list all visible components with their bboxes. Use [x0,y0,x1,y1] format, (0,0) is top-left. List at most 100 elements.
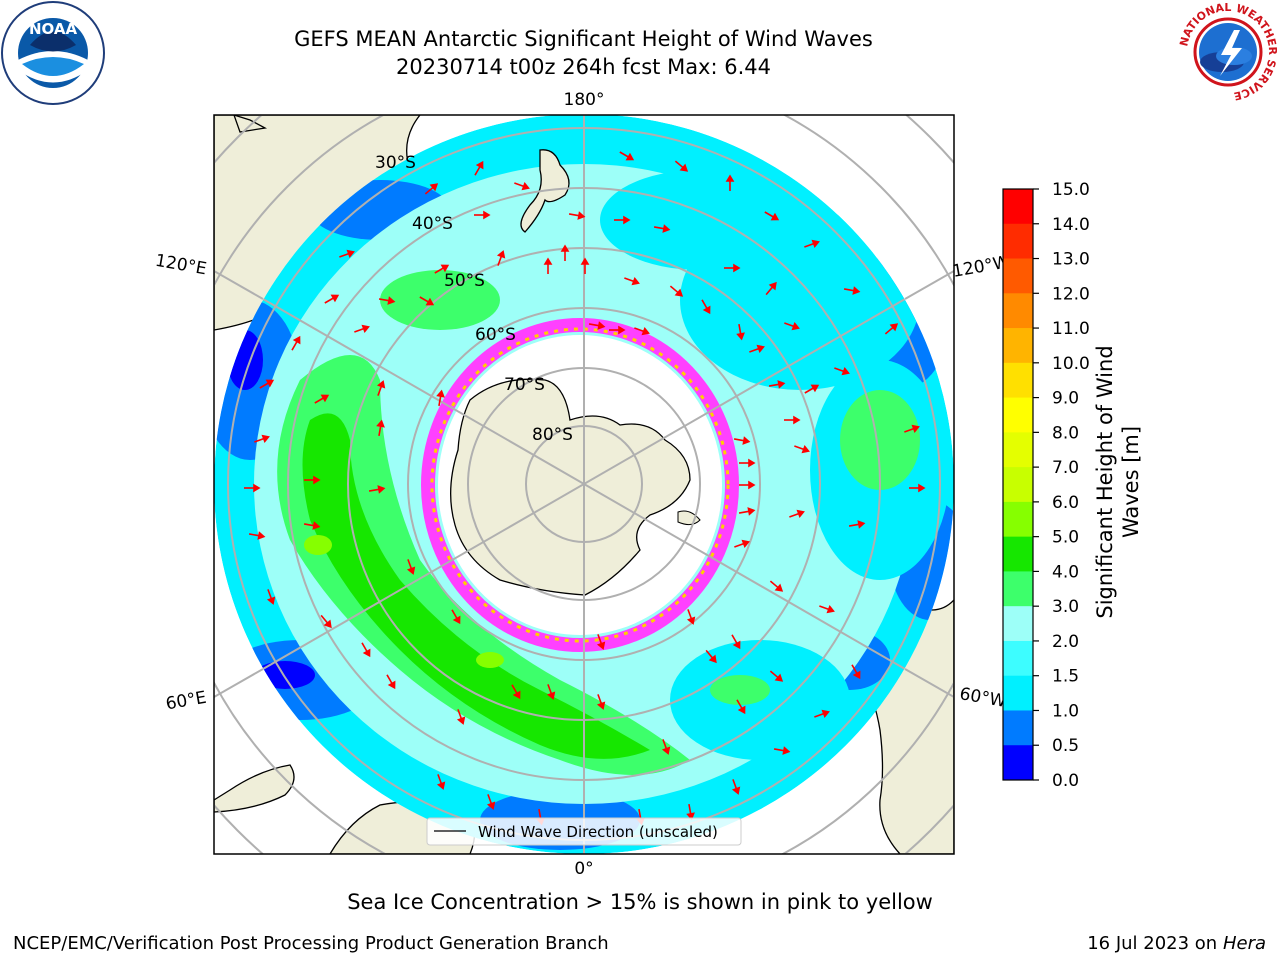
colorbar-block [1003,745,1033,781]
arrow [619,151,635,161]
colorbar-tick-label: 9.0 [1052,389,1079,409]
arrow [733,436,751,445]
arrow [419,296,435,306]
arrow [354,324,370,334]
colorbar-block [1003,293,1033,329]
colorbar-tick-label: 11.0 [1052,319,1090,339]
arrow [259,379,275,389]
arrow [773,746,791,755]
lat-label: 80°S [532,425,573,445]
arrow [804,239,820,249]
arrow [731,634,741,650]
arrow [834,366,850,376]
arrow [739,480,756,490]
arrow [368,485,386,494]
arrow [674,160,689,172]
arrow [843,286,861,295]
arrow [496,250,506,266]
arrow [304,475,321,485]
arrow [546,684,556,700]
arrow [596,694,606,710]
colorbar-tick-label: 3.0 [1052,597,1079,617]
wave-field-high [277,270,920,775]
lat-label: 30°S [375,153,416,173]
colorbar-tick-label: 12.0 [1052,284,1090,304]
antarctica [450,378,691,596]
arrow [568,211,586,220]
arrow [769,670,784,682]
footer-date: 16 Jul 2023 on Hera [1087,933,1266,954]
arrow [486,794,496,810]
arrow [248,531,266,540]
arrow [378,296,396,305]
lat-label: 60°S [475,325,516,345]
arrow [734,539,750,549]
arrow [851,664,861,680]
arrow [736,323,745,341]
colorbar-tick-label: 0.5 [1052,736,1079,756]
arrow [436,774,446,790]
arrow [514,181,530,191]
colorbar-tick-label: 1.5 [1052,667,1079,687]
noaa-logo: NOAA [1,1,105,105]
colorbar-tick-label: 13.0 [1052,250,1090,270]
arrow [303,521,321,530]
arrow [794,444,810,454]
arrow [580,257,590,274]
arrow [424,183,439,195]
arrow [376,419,385,437]
longitude-grid [262,115,906,854]
arrow [291,335,301,351]
arrow [511,684,521,700]
arrow [731,779,741,795]
arrow [653,224,671,233]
arrow [736,699,746,715]
arrow [588,321,606,330]
colorbar-tick-label: 14.0 [1052,215,1090,235]
arrow [560,244,570,261]
arrow [474,160,484,176]
lat-label: 40°S [412,214,453,234]
colorbar-tick-label: 5.0 [1052,528,1079,548]
arrow [320,614,332,629]
colorbar-tick-label: 1.0 [1052,701,1079,721]
wave-field-max [304,535,504,668]
colorbar-tick-label: 2.0 [1052,632,1079,652]
colorbar-label: Significant Height of Wind Waves [m] [1093,345,1143,618]
colorbar-block [1003,328,1033,364]
arrow [339,249,355,259]
lat-label: 50°S [444,271,485,291]
legend-label: Wind Wave Direction (unscaled) [478,823,718,841]
lon-label-top: 180° [564,90,605,110]
arrow [724,263,741,273]
colorbar-block [1003,362,1033,399]
colorbar-label-line1: Significant Height of Wind [1093,345,1117,618]
footer-organization: NCEP/EMC/Verification Post Processing Pr… [13,933,609,954]
arrow [725,174,735,191]
colorbar: 15.0 14.0 13.0 12.0 11.0 10.0 9.0 8.0 7.0 6.0 5.0 4… [1002,180,1143,791]
arrow [609,325,626,335]
chart-subtitle: 20230714 t00z 264h fcst Max: 6.44 [396,55,771,79]
arrow [739,458,756,468]
arrow [386,674,396,690]
arrow [784,415,801,425]
colorbar-tick-label: 4.0 [1052,562,1079,582]
noaa-logo-text: NOAA [29,20,78,38]
arrow [543,257,553,274]
arrow [406,559,416,575]
arrow [634,326,650,336]
map-frame [213,114,955,855]
wave-field-mid2 [600,170,950,760]
arrow [456,709,466,725]
arrow [884,323,899,335]
colorbar-tick-label: 7.0 [1052,458,1079,478]
colorbar-block [1003,223,1033,260]
arrow [614,215,631,225]
colorbar-tick-label: 10.0 [1052,354,1090,374]
colorbar-block [1003,640,1033,677]
colorbar-block [1003,501,1033,538]
colorbar-block [1003,432,1033,468]
arrow [624,276,640,286]
arrow [324,294,340,304]
